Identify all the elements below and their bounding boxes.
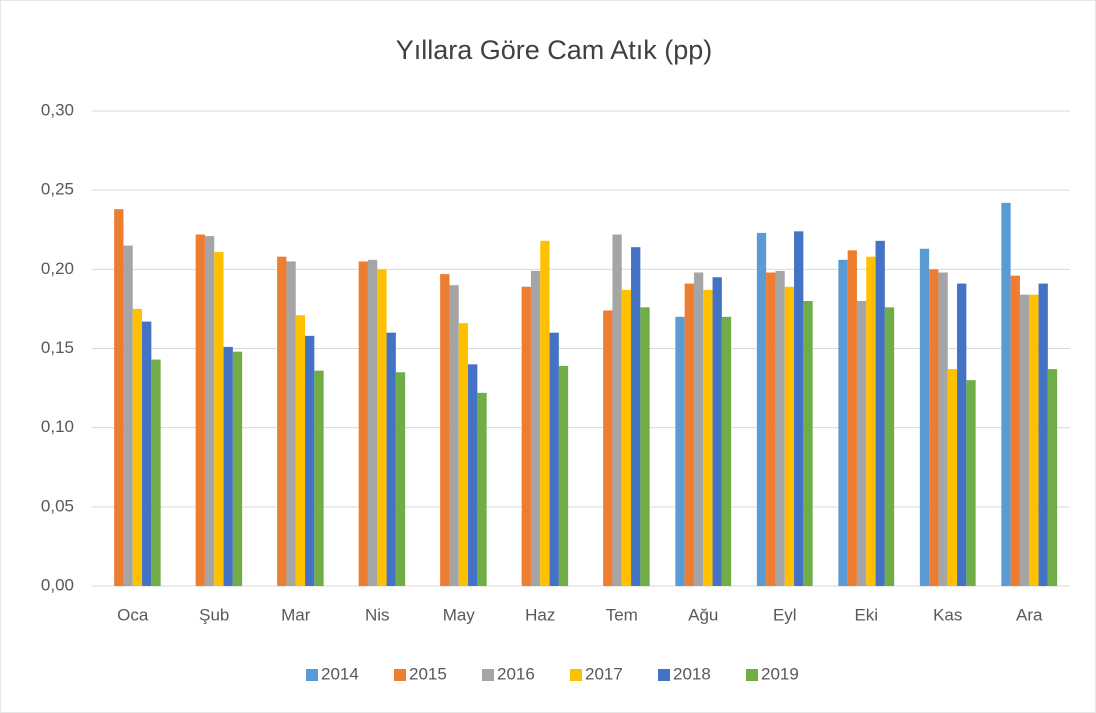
bar (1038, 283, 1048, 586)
legend-swatch (306, 669, 318, 681)
bar (803, 301, 813, 586)
bar (775, 270, 785, 586)
bar (693, 272, 704, 586)
bar (223, 346, 233, 586)
x-tick-label: Mar (281, 605, 311, 624)
y-tick-label: 0,00 (41, 575, 74, 594)
bar (123, 245, 133, 587)
bar (395, 372, 406, 586)
bar (847, 250, 857, 587)
x-tick-label: Ağu (688, 605, 718, 624)
bar (866, 256, 876, 586)
bar (305, 335, 315, 586)
bar (549, 332, 559, 586)
bar (966, 380, 976, 586)
bar (377, 269, 387, 586)
bar (367, 259, 378, 586)
bar (358, 261, 368, 586)
bar (631, 247, 641, 586)
bar (756, 232, 767, 586)
bar (675, 316, 685, 586)
bar (621, 289, 632, 586)
bar (938, 272, 948, 586)
bar (232, 351, 243, 586)
bar (1010, 275, 1020, 586)
bar (521, 286, 531, 586)
bar (712, 277, 722, 586)
bar (721, 316, 732, 586)
bar (1019, 294, 1030, 586)
bar (286, 261, 296, 586)
y-tick-label: 0,25 (41, 180, 74, 199)
x-tick-label: Ara (1016, 605, 1043, 624)
x-tick-label: Nis (365, 605, 390, 624)
legend-swatch (746, 669, 758, 681)
bar (440, 274, 450, 586)
x-tick-label: Tem (606, 605, 638, 624)
bar (884, 307, 895, 586)
y-tick-label: 0,30 (41, 100, 74, 119)
x-tick-label: Şub (199, 605, 229, 624)
bar (132, 308, 143, 586)
bar (1047, 369, 1058, 586)
legend-label: 2016 (497, 664, 535, 683)
bar (530, 270, 541, 586)
bar (195, 234, 205, 586)
legend-swatch (658, 669, 670, 681)
x-tick-label: Haz (525, 605, 555, 624)
y-tick-label: 0,05 (41, 496, 74, 515)
bar (612, 234, 622, 586)
bar (603, 310, 613, 586)
bar (794, 231, 804, 587)
y-tick-label: 0,10 (41, 417, 74, 436)
bar (957, 283, 967, 586)
bar (929, 269, 939, 586)
bar (640, 307, 650, 586)
bar (114, 209, 124, 586)
bar (314, 370, 324, 586)
bar (919, 248, 930, 586)
x-tick-label: May (443, 605, 476, 624)
x-tick-label: Eki (854, 605, 878, 624)
bar (458, 323, 469, 586)
bar (468, 364, 478, 586)
bar (449, 285, 459, 586)
legend-label: 2017 (585, 664, 623, 683)
bar (838, 259, 848, 586)
bar (875, 240, 885, 587)
bar (151, 359, 161, 586)
bar (477, 392, 487, 586)
bar (540, 240, 550, 587)
bar (947, 369, 958, 586)
x-tick-label: Kas (933, 605, 962, 624)
bar (1029, 294, 1039, 586)
bar (204, 236, 215, 587)
legend-label: 2019 (761, 664, 799, 683)
bar (703, 289, 713, 586)
y-tick-label: 0,15 (41, 338, 74, 357)
bar (558, 365, 569, 586)
bar (1001, 202, 1011, 587)
legend-swatch (482, 669, 494, 681)
y-tick-label: 0,20 (41, 259, 74, 278)
bar (766, 272, 776, 586)
legend-label: 2015 (409, 664, 447, 683)
legend-swatch (570, 669, 582, 681)
bar (295, 315, 306, 586)
bar (784, 286, 795, 586)
bar (856, 301, 867, 586)
chart-title: Yıllara Göre Cam Atık (pp) (396, 35, 713, 65)
x-tick-label: Oca (117, 605, 149, 624)
legend-label: 2018 (673, 664, 711, 683)
bar (142, 321, 152, 586)
bar (277, 256, 287, 586)
x-tick-label: Eyl (773, 605, 797, 624)
legend-swatch (394, 669, 406, 681)
bar (214, 251, 224, 586)
legend-label: 2014 (321, 664, 359, 683)
bar (386, 332, 396, 586)
bar (684, 283, 694, 586)
